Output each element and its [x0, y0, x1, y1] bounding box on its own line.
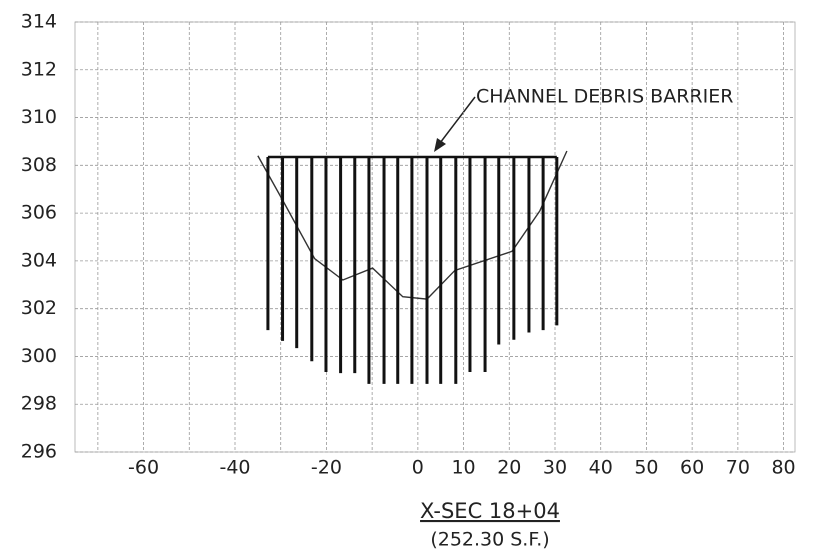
x-tick-label: -20: [311, 457, 342, 479]
y-tick-label: 298: [21, 393, 57, 415]
chart-title: X-SEC 18+04: [420, 499, 560, 523]
y-tick-label: 308: [21, 154, 57, 176]
y-tick-label: 312: [21, 58, 57, 80]
y-tick-label: 296: [21, 441, 57, 463]
annotation: CHANNEL DEBRIS BARRIER: [476, 86, 733, 108]
leader-line: [439, 96, 476, 144]
x-tick-label: 60: [680, 457, 704, 479]
x-tick-label: 20: [497, 457, 521, 479]
x-tick-label: 40: [589, 457, 613, 479]
x-tick-label: 70: [726, 457, 750, 479]
y-tick-label: 306: [21, 202, 57, 224]
y-tick-label: 304: [21, 249, 57, 271]
x-tick-label: 10: [451, 457, 475, 479]
y-tick-label: 314: [21, 11, 57, 33]
y-tick-label: 302: [21, 297, 57, 319]
x-tick-label: 80: [771, 457, 795, 479]
ground-line: [257, 150, 568, 300]
y-tick-label: 310: [21, 106, 57, 128]
x-tick-label: 30: [543, 457, 567, 479]
y-tick-label: 300: [21, 345, 57, 367]
x-tick-label: -40: [219, 457, 250, 479]
x-tick-label: 50: [634, 457, 658, 479]
x-tick-label: -60: [128, 457, 159, 479]
x-tick-label: 0: [412, 457, 424, 479]
leader-arrow: [434, 138, 446, 152]
chart-subtitle: (252.30 S.F.): [430, 529, 549, 551]
